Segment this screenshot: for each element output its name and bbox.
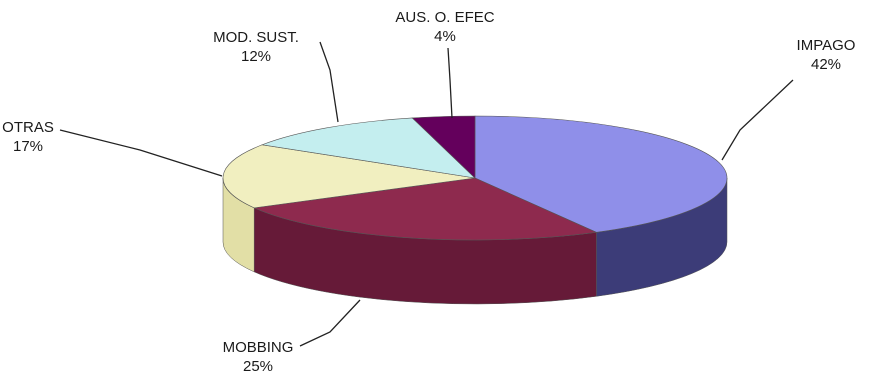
slice-otras [222, 144, 476, 209]
slice-aus-o-efec [411, 115, 476, 179]
leader-line-mobbing [299, 299, 361, 347]
slice-value-impago: 42% [811, 56, 841, 73]
leader-line-mod-sust [319, 41, 339, 123]
slice-impago [474, 115, 728, 233]
slice-labels: IMPAGO 42% MOBBING 25% OTRAS 17% MOD. SUST. 12%… [2, 9, 855, 375]
pie-tops [222, 115, 728, 241]
leader-line-aus-o-efec [447, 47, 453, 119]
pie-sides [222, 177, 728, 305]
leader-lines [59, 41, 794, 347]
leader-line-otras [59, 129, 223, 177]
slice-label-impago: IMPAGO [797, 37, 856, 54]
slice-label-mod-sust: MOD. SUST. [213, 29, 299, 46]
slice-label-otras: OTRAS [2, 119, 54, 136]
slice-value-otras: 17% [13, 138, 43, 155]
slice-value-mod-sust: 12% [241, 48, 271, 65]
slice-label-mobbing: MOBBING [223, 339, 294, 356]
slice-value-aus-o-efec: 4% [434, 28, 456, 45]
slice-mobbing [253, 177, 598, 241]
slice-value-mobbing: 25% [243, 358, 273, 375]
slice-mod-sust [261, 117, 476, 179]
leader-line-impago [721, 79, 794, 161]
slice-label-aus-o-efec: AUS. O. EFEC [395, 9, 494, 26]
